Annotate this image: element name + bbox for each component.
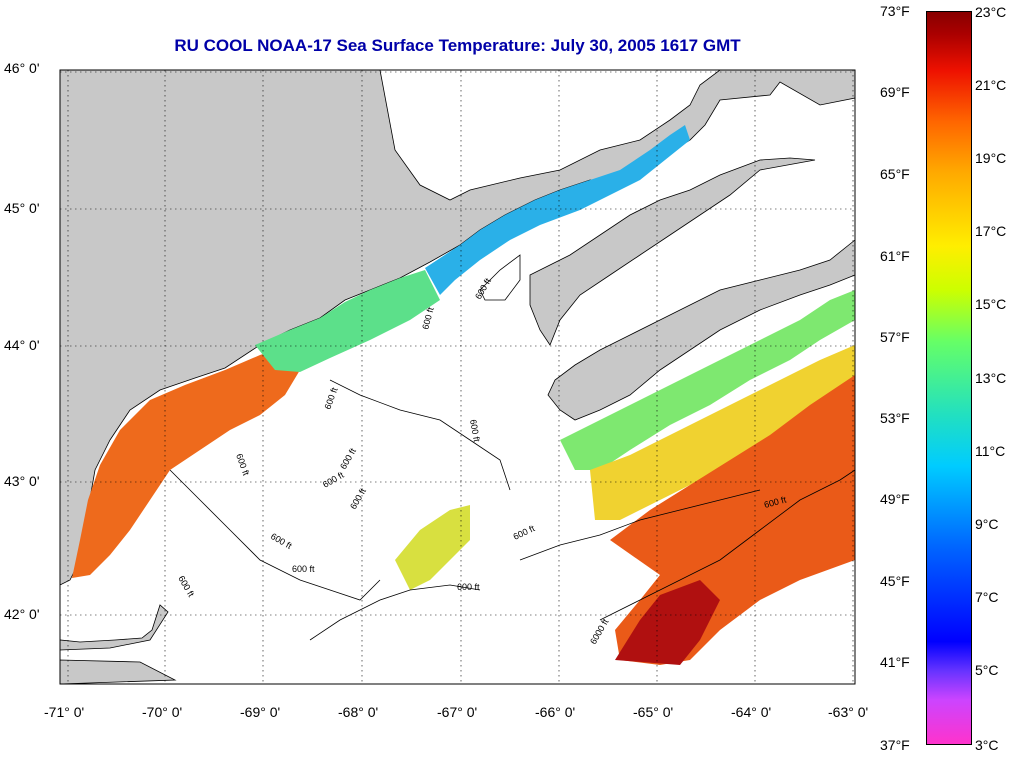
- sst-yellow-band: [590, 345, 855, 520]
- colorbar-c-label: 9°C: [975, 516, 999, 532]
- lon-label: -71° 0': [44, 704, 85, 720]
- lat-label: 42° 0': [4, 606, 40, 622]
- colorbar-c-label: 19°C: [975, 150, 1007, 166]
- map-title: RU COOL NOAA-17 Sea Surface Temperature:…: [174, 36, 741, 55]
- lat-label: 44° 0': [4, 337, 40, 353]
- sst-swath-layer: [72, 125, 855, 665]
- colorbar-f-label: 57°F: [880, 329, 910, 345]
- sst-cool-coastal-band: [425, 125, 690, 295]
- sst-cool-ns: [560, 290, 855, 470]
- lon-label: -64° 0': [731, 704, 772, 720]
- sst-mid-gradient: [255, 270, 440, 372]
- lon-label: -63° 0': [828, 704, 869, 720]
- land-new-brunswick: [529, 157, 816, 346]
- contour-line: [169, 469, 381, 601]
- colorbar-f-label: 53°F: [880, 410, 910, 426]
- colorbar-c-label: 23°C: [975, 4, 1007, 20]
- land-layer: [59, 69, 856, 685]
- colorbar-f-label: 65°F: [880, 166, 910, 182]
- colorbar-f-label: 37°F: [880, 737, 910, 753]
- colorbar-f-label: 49°F: [880, 491, 910, 507]
- colorbar-c-label: 7°C: [975, 589, 999, 605]
- contour-line: [309, 584, 481, 641]
- sst-hot-core: [615, 580, 720, 665]
- colorbar-f-label: 73°F: [880, 3, 910, 19]
- contour-line: [599, 469, 856, 621]
- lon-label: -70° 0': [142, 704, 183, 720]
- colorbar-c-label: 11°C: [975, 443, 1006, 459]
- contour-line: [479, 254, 521, 301]
- colorbar-c-label: 21°C: [975, 77, 1007, 93]
- colorbar-f-label: 61°F: [880, 248, 910, 264]
- lon-label: -68° 0': [338, 704, 379, 720]
- colorbar-c-label: 17°C: [975, 223, 1007, 239]
- contour-layer: [169, 254, 856, 641]
- sst-warm-southwest: [72, 345, 300, 578]
- colorbar-f-label: 69°F: [880, 84, 910, 100]
- land-nova-scotia: [547, 239, 856, 421]
- lon-label: -66° 0': [535, 704, 576, 720]
- colorbar-f-label: 41°F: [880, 654, 910, 670]
- sst-yellow-west-patch: [395, 505, 470, 590]
- lon-label: -65° 0': [633, 704, 674, 720]
- lon-label: -67° 0': [437, 704, 478, 720]
- lat-label: 45° 0': [4, 200, 40, 216]
- temperature-colorbar: [926, 11, 972, 745]
- lat-label: 46° 0': [4, 60, 40, 76]
- colorbar-c-label: 3°C: [975, 737, 999, 753]
- contour-line: [519, 489, 761, 561]
- colorbar-f-label: 45°F: [880, 573, 910, 589]
- colorbar-c-label: 13°C: [975, 370, 1007, 386]
- colorbar-c-label: 5°C: [975, 662, 999, 678]
- lat-label: 43° 0': [4, 473, 40, 489]
- map-frame: [59, 69, 856, 685]
- lon-label: -69° 0': [240, 704, 281, 720]
- colorbar-c-label: 15°C: [975, 296, 1007, 312]
- contour-label: 600 ft: [457, 582, 480, 592]
- contour-line: [329, 379, 511, 491]
- contour-label: 600 ft: [468, 419, 482, 443]
- contour-label: 600 ft: [292, 564, 315, 574]
